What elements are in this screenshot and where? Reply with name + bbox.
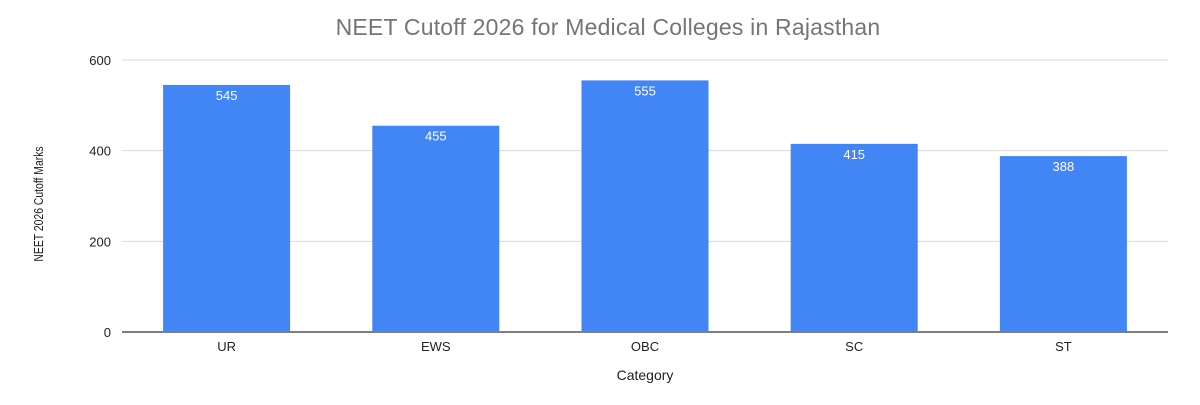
y-tick-label: 0: [104, 325, 111, 340]
x-tick-label: OBC: [631, 339, 659, 354]
x-axis-title: Category: [617, 367, 674, 383]
bar-value-label: 415: [843, 147, 865, 162]
bar-value-label: 545: [216, 88, 238, 103]
bar-value-label: 455: [425, 129, 447, 144]
y-tick-label: 400: [89, 144, 111, 159]
bar-obc: [581, 80, 709, 333]
bar-st: [999, 156, 1127, 332]
y-tick-label: 600: [89, 53, 111, 68]
y-axis-title: NEET 2026 Cutoff Marks: [32, 146, 46, 261]
y-axis-ticks: 0 200 400 600: [89, 53, 111, 340]
bars: 545 455 555 415 388: [163, 80, 1127, 333]
x-tick-label: UR: [217, 339, 236, 354]
chart-title: NEET Cutoff 2026 for Medical Colleges in…: [335, 14, 881, 40]
bar-sc: [790, 143, 918, 332]
bar-value-label: 388: [1053, 159, 1075, 174]
x-axis-ticks: UR EWS OBC SC ST: [217, 339, 1072, 354]
bar-value-label: 555: [634, 83, 656, 98]
x-tick-label: EWS: [421, 339, 451, 354]
y-tick-label: 200: [89, 234, 111, 249]
bar-ews: [372, 125, 500, 332]
x-tick-label: SC: [845, 339, 863, 354]
bar-ur: [163, 84, 291, 332]
x-tick-label: ST: [1055, 339, 1072, 354]
